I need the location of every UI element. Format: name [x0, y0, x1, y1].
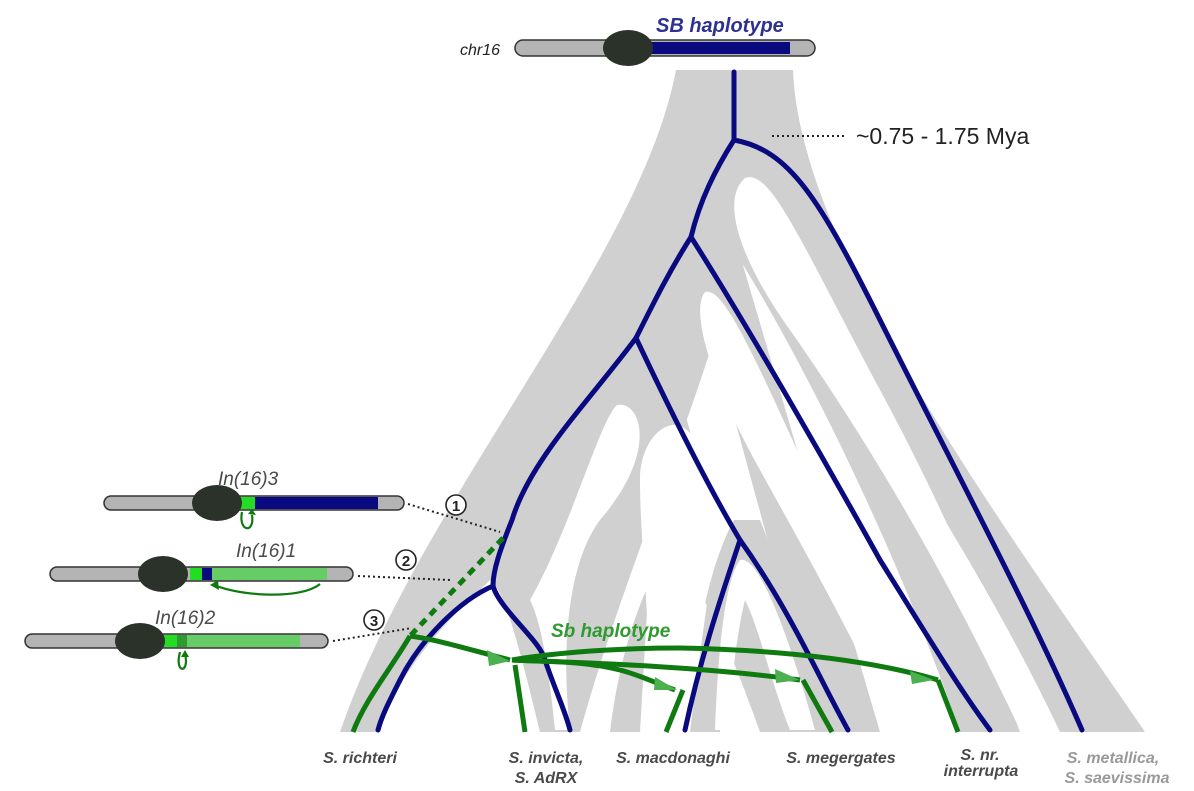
inversion-label-2: In(16)2 — [155, 608, 216, 629]
sb-tree-lines — [375, 69, 1085, 733]
species-label: S. megergates — [786, 750, 895, 767]
time-annotation: ~0.75 - 1.75 Mya — [856, 123, 1029, 149]
species-label: S. richteri — [323, 750, 397, 767]
sb-arrowheads — [487, 650, 934, 690]
species-label: S. nr. — [960, 747, 999, 764]
leader-line-1 — [407, 503, 501, 533]
top-chromosome — [514, 30, 816, 66]
circled-markers: 1 2 3 — [363, 494, 467, 631]
inversion-chromosome-3 — [103, 485, 405, 530]
marker-2-label: 2 — [402, 553, 410, 570]
species-label: S. invicta, — [509, 750, 584, 767]
species-label: S. macdonaghi — [616, 750, 730, 767]
chr-label: chr16 — [460, 42, 500, 59]
species-label-line2: interrupta — [944, 763, 1019, 780]
inversion-label-3: In(16)3 — [218, 469, 279, 490]
species-label-line2: S. AdRX — [515, 770, 579, 787]
inversion-chromosome-2 — [24, 623, 329, 670]
leader-line-3 — [332, 627, 413, 642]
inversion-chromosome-1 — [49, 556, 354, 596]
species-labels: S. richteri S. invicta, S. AdRX S. macdo… — [323, 747, 1169, 787]
sb-upper-label: SB haplotype — [656, 15, 784, 37]
species-label: S. metallica, — [1067, 750, 1160, 767]
marker-3-label: 3 — [370, 613, 378, 630]
sb-lower-label: Sb haplotype — [551, 621, 671, 642]
centromere-top — [603, 30, 653, 66]
marker-1-label: 1 — [452, 498, 460, 515]
inversion-label-1: In(16)1 — [236, 541, 296, 562]
species-label-line2: S. saevissima — [1065, 770, 1170, 787]
leader-line-2 — [357, 575, 451, 581]
